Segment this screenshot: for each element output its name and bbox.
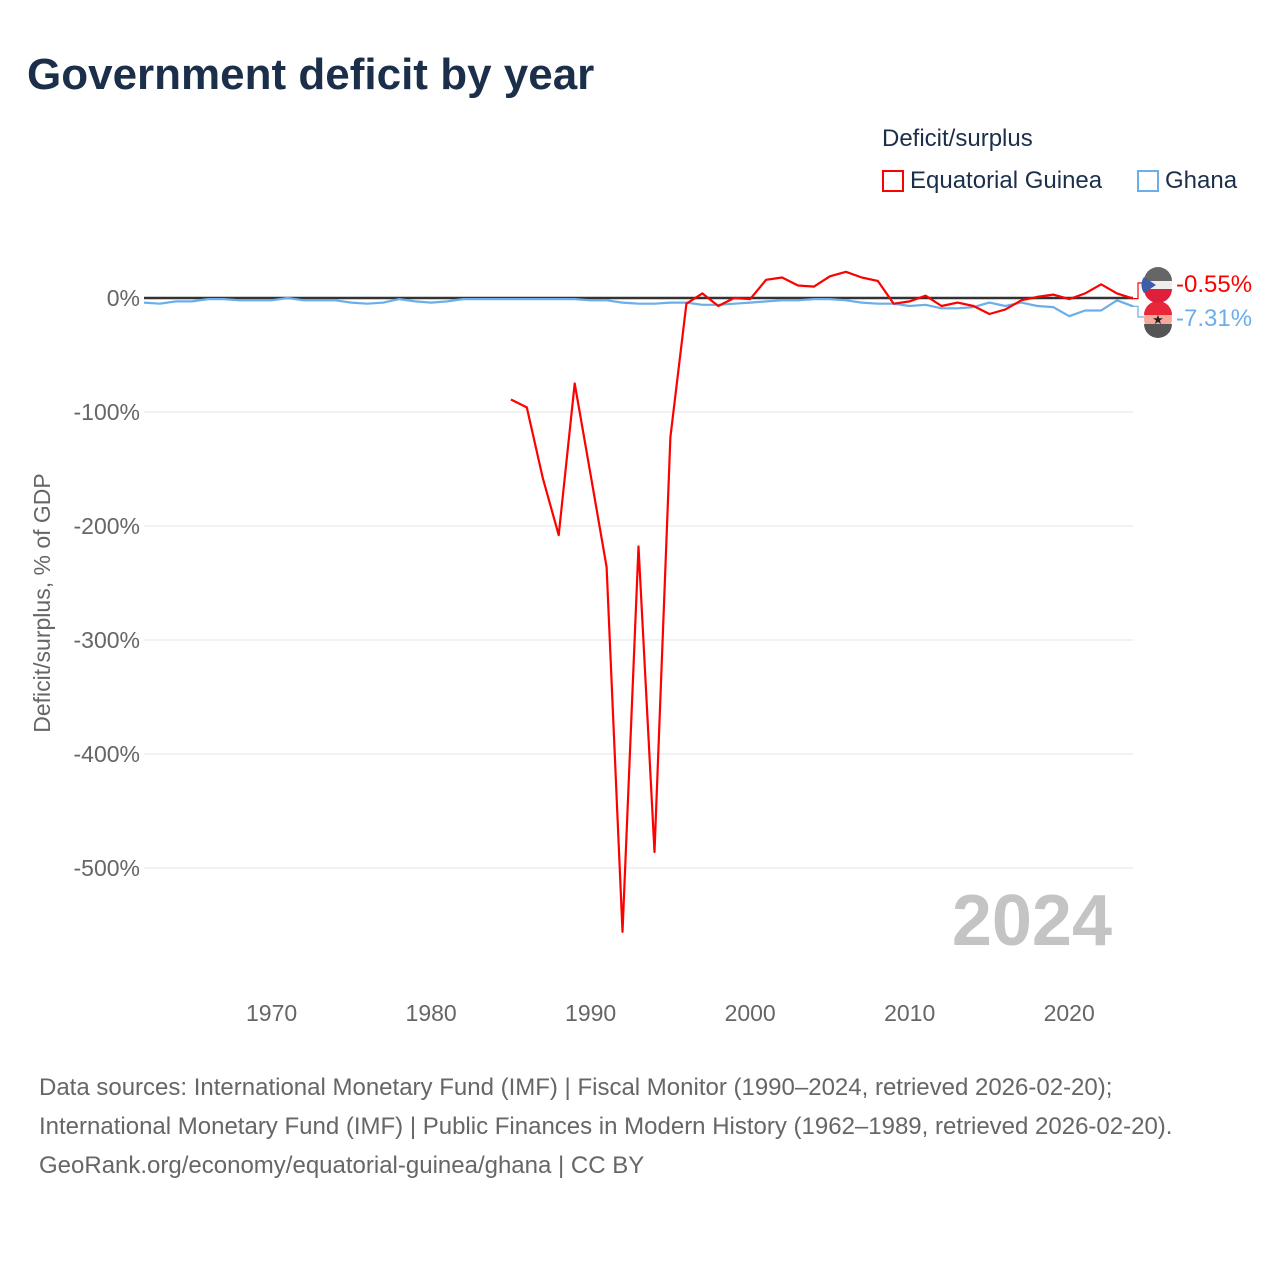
year-watermark: 2024	[952, 881, 1112, 961]
data-sources: Data sources: International Monetary Fun…	[39, 1074, 1173, 1140]
series-line-ghana[interactable]	[143, 296, 1134, 318]
legend-label: Equatorial Guinea	[910, 167, 1103, 194]
y-tick-label: -200%	[74, 513, 140, 539]
footer: Data sources: International Monetary Fun…	[39, 1068, 1239, 1185]
legend-swatch	[1137, 170, 1159, 192]
credit-link[interactable]: GeoRank.org/economy/equatorial-guinea/gh…	[39, 1152, 645, 1179]
end-label-connector	[1133, 305, 1144, 318]
x-tick-label: 1980	[406, 1000, 457, 1026]
y-tick-label: -500%	[74, 855, 140, 881]
legend-title: Deficit/surplus	[882, 125, 1033, 152]
equatorial-guinea-flag-icon	[1141, 267, 1172, 303]
x-tick-label: 2020	[1044, 1000, 1095, 1026]
series-line-equatorial-guinea[interactable]	[510, 270, 1134, 933]
y-tick-label: -400%	[74, 741, 140, 767]
ghana-flag-icon: ★	[1144, 301, 1172, 338]
legend-label: Ghana	[1165, 167, 1238, 194]
y-tick-label: 0%	[107, 285, 140, 311]
y-axis-label: Deficit/surplus, % of GDP	[29, 473, 55, 732]
plot-area: 0% -100% -200% -300% -400% -500% 1970 1980 1990 2…	[29, 267, 1252, 1026]
legend-swatch	[882, 170, 904, 192]
y-tick-label: -300%	[74, 627, 140, 653]
legend-item-ghana[interactable]: Ghana	[1137, 167, 1237, 195]
end-value-label: -0.55%	[1176, 271, 1252, 298]
y-tick-label: -100%	[74, 399, 140, 425]
x-tick-label: 1990	[565, 1000, 616, 1026]
legend-item-equatorial-guinea[interactable]: Equatorial Guinea	[882, 167, 1102, 195]
end-value-label: -7.31%	[1176, 305, 1252, 332]
chart-title: Government deficit by year	[27, 50, 595, 99]
svg-text:★: ★	[1152, 312, 1164, 327]
end-label-connector	[1133, 282, 1144, 300]
x-tick-label: 1970	[246, 1000, 297, 1026]
x-tick-label: 2010	[884, 1000, 935, 1026]
x-tick-label: 2000	[725, 1000, 776, 1026]
